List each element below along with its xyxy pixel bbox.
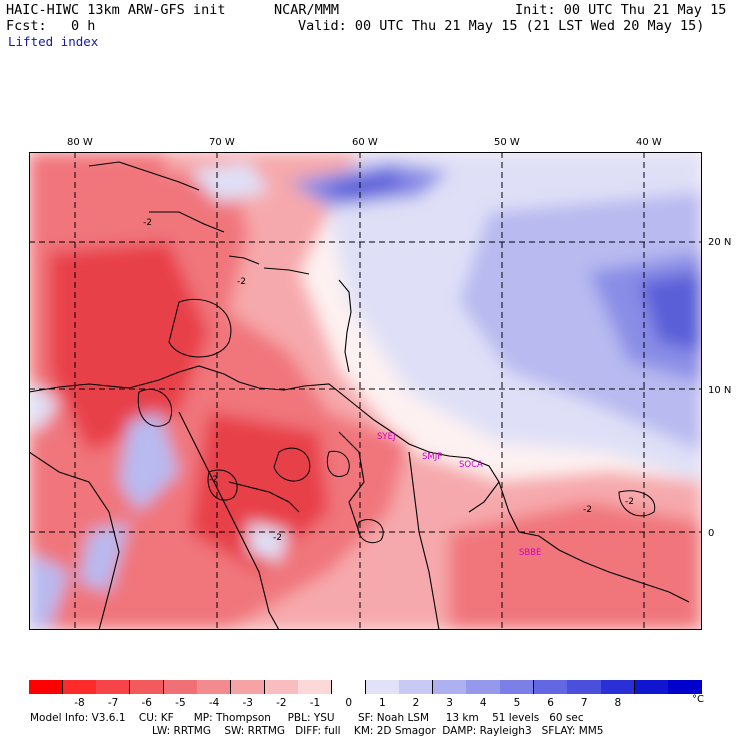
colorbar-segment xyxy=(533,680,568,694)
lon-label-60w: 60 W xyxy=(352,137,378,148)
colorbar-tick-label: -5 xyxy=(175,697,186,709)
colorbar-tick-label: -7 xyxy=(107,697,119,709)
colorbar xyxy=(29,680,703,694)
colorbar-tick-label: 5 xyxy=(513,697,521,709)
lon-label-70w: 70 W xyxy=(209,137,235,148)
colorbar-unit: °C xyxy=(692,694,704,705)
colorbar-tick-label: 0 xyxy=(345,697,353,709)
colorbar-tick-label: -8 xyxy=(74,697,85,709)
colorbar-segment xyxy=(29,680,64,694)
lat-label-10n: 10 N xyxy=(708,385,732,396)
colorbar-segment xyxy=(601,680,636,694)
contour-label: -2 xyxy=(143,218,152,228)
colorbar-tick-label: -6 xyxy=(141,697,152,709)
station-label-sbbe: SBBE xyxy=(519,548,541,558)
colorbar-tick-label: 4 xyxy=(479,697,487,709)
colorbar-segment xyxy=(399,680,434,694)
station-label-syej: SYEJ xyxy=(377,432,395,442)
model-title: HAIC-HIWC 13km ARW-GFS init xyxy=(6,2,226,18)
map-frame xyxy=(29,152,702,630)
shading-field xyxy=(29,152,702,630)
colorbar-segment xyxy=(500,680,535,694)
colorbar-tick-label: 3 xyxy=(446,697,453,709)
colorbar-segment xyxy=(129,680,165,694)
lat-label-20n: 20 N xyxy=(708,237,732,248)
colorbar-segment xyxy=(298,680,333,694)
init-time: Init: 00 UTC Thu 21 May 15 xyxy=(515,2,727,18)
colorbar-segment xyxy=(96,680,131,694)
colorbar-segment xyxy=(634,680,669,694)
colorbar-segment xyxy=(466,680,501,694)
colorbar-tick-label: 1 xyxy=(378,697,386,709)
field-name: Lifted index xyxy=(8,34,99,49)
graticule xyxy=(29,152,702,630)
lon-label-40w: 40 W xyxy=(636,137,662,148)
forecast-hour: Fcst: 0 h xyxy=(6,18,96,34)
organization: NCAR/MMM xyxy=(274,2,340,18)
valid-time: Valid: 00 UTC Thu 21 May 15 (21 LST Wed … xyxy=(298,18,705,34)
lon-label-80w: 80 W xyxy=(67,137,93,148)
lon-label-50w: 50 W xyxy=(494,137,520,148)
colorbar-segment xyxy=(163,680,198,694)
contour-label: -2 xyxy=(625,497,634,507)
colorbar-tick-label: 8 xyxy=(614,697,622,709)
contour-labels: -2 -2 -2 -2 -2 -2 xyxy=(143,218,634,543)
colorbar-segment xyxy=(432,680,467,694)
colorbar-tick-label: 6 xyxy=(547,697,554,709)
colorbar-segment xyxy=(331,680,366,694)
lifted-index-map: -2 -2 -2 -2 -2 -2 SYEJ SMJP SOCA SBBE xyxy=(29,152,702,630)
colorbar-segment xyxy=(365,680,400,694)
lat-label-0: 0 xyxy=(708,528,715,539)
colorbar-tick-label: -1 xyxy=(309,697,321,709)
colorbar-tick-label: 7 xyxy=(580,697,588,709)
contours xyxy=(137,298,656,544)
colorbar-tick-label: -3 xyxy=(242,697,253,709)
colorbar-tick-label: 2 xyxy=(412,697,420,709)
colorbar-tick-label: -4 xyxy=(208,697,220,709)
colorbar-segment xyxy=(230,680,266,694)
station-label-soca: SOCA xyxy=(459,460,483,470)
model-info-line2: LW: RRTMG SW: RRTMG DIFF: full KM: 2D Sm… xyxy=(152,725,604,737)
colorbar-segment xyxy=(668,680,703,694)
colorbar-segment xyxy=(62,680,97,694)
station-label-smjp: SMJP xyxy=(422,452,442,462)
colorbar-segment xyxy=(197,680,232,694)
colorbar-tick-label: -2 xyxy=(276,697,287,709)
contour-label: -2 xyxy=(273,533,282,543)
contour-label: -2 xyxy=(583,505,592,515)
colorbar-segment xyxy=(264,680,299,694)
contour-label: -2 xyxy=(209,475,218,485)
model-info-line1: Model Info: V3.6.1 CU: KF MP: Thompson P… xyxy=(30,712,584,724)
contour-label: -2 xyxy=(237,277,246,287)
colorbar-segment xyxy=(567,680,602,694)
